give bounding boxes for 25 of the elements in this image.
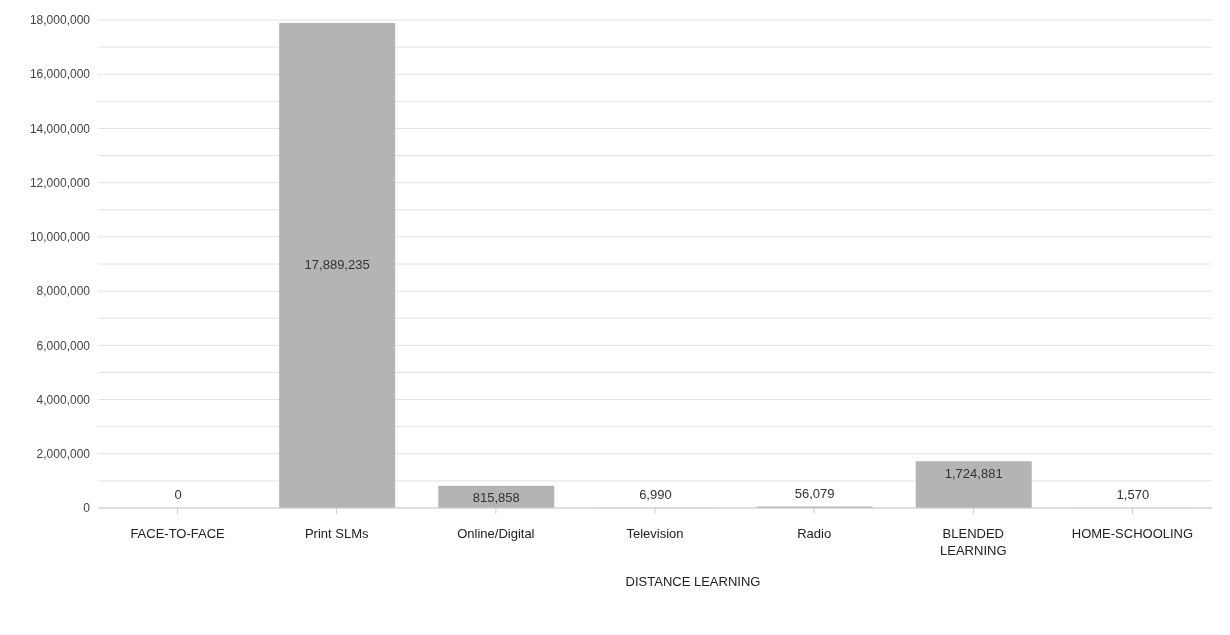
- text: DISTANCE LEARNING: [624, 574, 762, 589]
- data-label: 56,079: [794, 485, 835, 501]
- x-tick-label: Online/Digital: [457, 526, 535, 541]
- data-label: 6,990: [639, 487, 672, 503]
- y-tick-label: 12,000,000: [29, 175, 91, 190]
- x-tick-label: FACE-TO-FACE: [130, 526, 226, 541]
- data-label: 815,858: [472, 490, 520, 506]
- x-tick-label: HOME-SCHOOLING: [1071, 526, 1194, 541]
- data-label: 0: [174, 487, 182, 503]
- y-tick-label: 14,000,000: [29, 121, 91, 136]
- y-tick-label: 6,000,000: [36, 338, 91, 353]
- x-tick-label: Television: [626, 526, 684, 541]
- y-tick-label: 16,000,000: [29, 67, 91, 82]
- y-tick-label: 0: [83, 501, 91, 516]
- y-tick-label: 8,000,000: [36, 284, 91, 299]
- data-label: 1,724,881: [944, 465, 1003, 481]
- data-label: 17,889,235: [304, 256, 370, 272]
- y-tick-label: 10,000,000: [29, 230, 91, 245]
- x-tick-label: BLENDED LEARNING: [940, 526, 1007, 558]
- y-tick-label: 18,000,000: [29, 13, 91, 28]
- x-tick-label: Radio: [797, 526, 832, 541]
- y-tick-label: 4,000,000: [36, 392, 91, 407]
- x-tick-label: Print SLMs: [304, 526, 369, 541]
- y-tick-label: 2,000,000: [36, 447, 91, 462]
- data-label: 1,570: [1116, 487, 1150, 503]
